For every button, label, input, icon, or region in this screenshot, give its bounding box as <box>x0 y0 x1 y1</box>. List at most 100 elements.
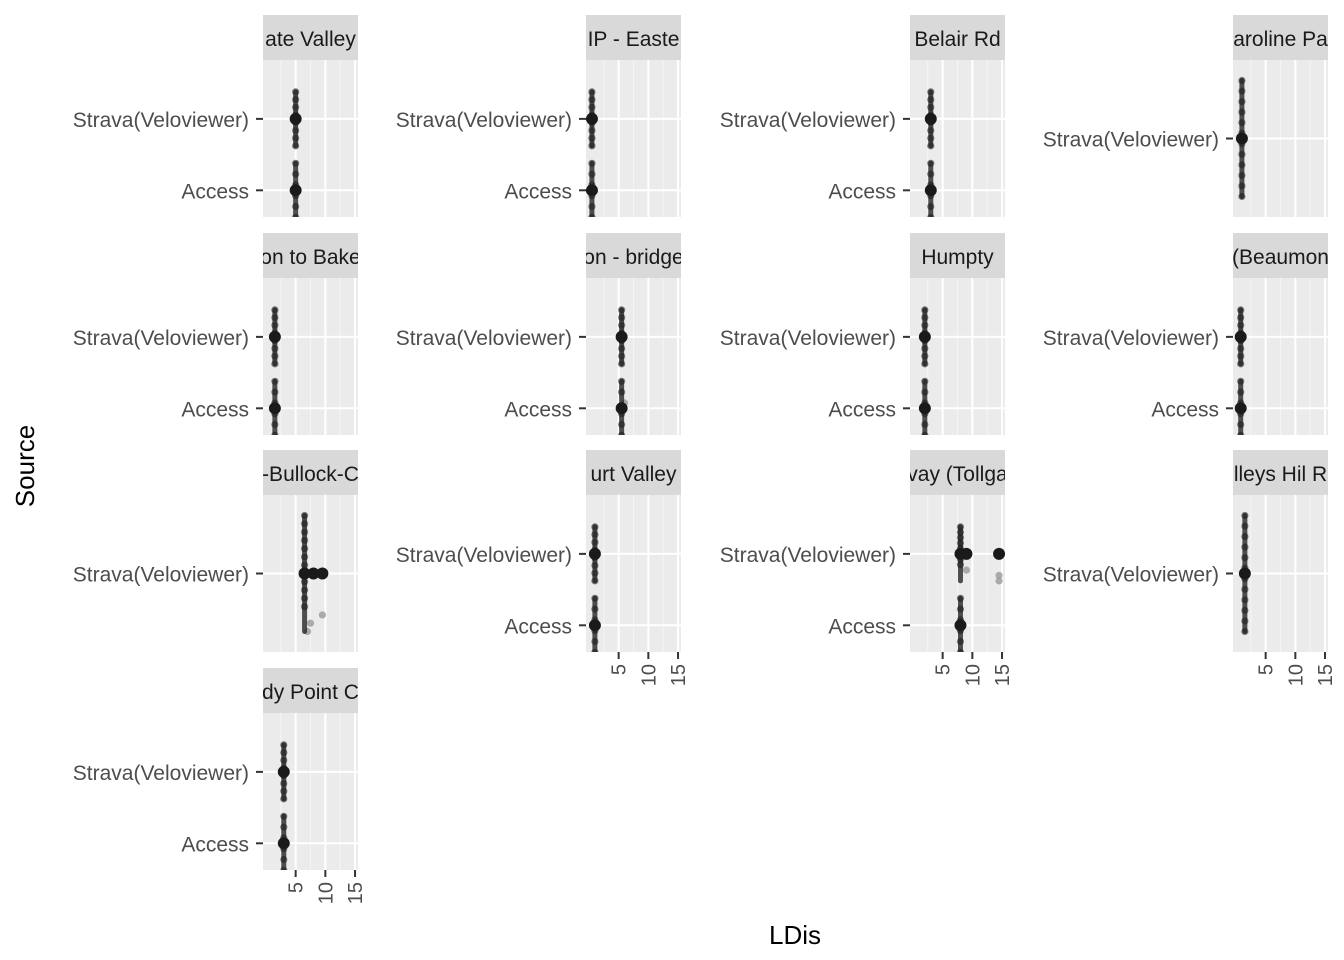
y-tick-label: Strava(Veloviewer) <box>1043 564 1219 587</box>
points-group <box>1238 511 1251 636</box>
points-group <box>586 159 598 217</box>
facet-panel: Strava(Veloviewer) Access ate Valley <box>73 15 358 217</box>
points-group <box>954 523 1005 585</box>
facet-strip-label: on - bridge <box>583 246 683 269</box>
mean-point <box>918 402 931 415</box>
facet-strip <box>586 450 681 495</box>
y-tick-label: Access <box>181 180 249 203</box>
data-point <box>995 571 1003 580</box>
x-tick-label: 15 <box>345 882 367 904</box>
facet-strip-label: vay (Tollga <box>907 463 1008 486</box>
facet-panel: Strava(Veloviewer) Access (Beaumon <box>1043 233 1329 435</box>
facet-strip-label: aroline Pa <box>1233 28 1328 51</box>
y-tick-label: Strava(Veloviewer) <box>73 564 249 587</box>
y-tick-label: Access <box>1151 398 1219 421</box>
facet-strip-label: Belair Rd <box>914 28 1000 51</box>
facet-panel: Strava(Veloviewer) Access on to Bake <box>73 233 360 435</box>
facet-strip-label: IP - Easte <box>588 28 680 51</box>
points-group <box>277 741 290 803</box>
facet-strip <box>586 15 681 60</box>
points-group <box>615 306 628 368</box>
points-group <box>588 594 601 652</box>
mean-point <box>615 330 628 343</box>
mean-point <box>1238 567 1251 580</box>
facet-strip <box>263 668 358 713</box>
y-tick-label: Access <box>504 180 572 203</box>
points-group <box>918 377 931 435</box>
mean-point <box>277 837 290 850</box>
y-tick-label: Strava(Veloviewer) <box>1043 327 1219 350</box>
mean-point <box>289 184 302 197</box>
x-tick-label: 15 <box>1315 664 1337 686</box>
facet-strip <box>1233 233 1328 278</box>
points-group <box>924 159 937 217</box>
points-group <box>268 306 281 368</box>
facet-strip <box>263 233 358 278</box>
x-tick-label: 10 <box>315 882 337 904</box>
y-tick-label: Access <box>504 398 572 421</box>
mean-point <box>1234 402 1247 415</box>
mean-point <box>588 547 601 560</box>
mean-point <box>268 330 281 343</box>
mean-point <box>307 567 320 580</box>
mean-point <box>993 547 1005 560</box>
facet-strip <box>263 450 358 495</box>
y-tick-label: Strava(Veloviewer) <box>73 762 249 785</box>
facet-strip-label: lleys Hil R <box>1234 463 1327 486</box>
mean-point <box>960 547 973 560</box>
points-group <box>924 88 937 150</box>
mean-point <box>918 330 931 343</box>
facet-panel: Strava(Veloviewer) lleys Hil R 5 10 15 <box>1043 450 1337 686</box>
data-point <box>995 577 1003 585</box>
facet-strip-label: Humpty <box>921 246 994 269</box>
facet-strip-label: ate Valley <box>265 28 356 51</box>
facet-panel: Strava(Veloviewer) Access Humpty <box>720 233 1005 435</box>
data-point <box>318 611 326 619</box>
y-tick-label: Strava(Veloviewer) <box>396 327 572 350</box>
facet-strip <box>910 15 1005 60</box>
mean-point <box>316 567 329 580</box>
data-point <box>306 619 315 627</box>
y-tick-label: Access <box>828 398 896 421</box>
y-tick-label: Strava(Veloviewer) <box>720 109 896 132</box>
mean-point <box>954 619 967 632</box>
facet-panel: Strava(Veloviewer) -Bullock-C <box>73 450 359 652</box>
y-tick-label: Access <box>828 180 896 203</box>
x-tick-label: 5 <box>609 664 631 675</box>
facet-panel: Strava(Veloviewer) Access vay (Tollga 5 10 15 <box>720 450 1014 686</box>
x-tick-label: 5 <box>933 664 955 675</box>
mean-point <box>277 765 290 778</box>
points-group <box>1235 76 1248 201</box>
points-group <box>588 523 601 585</box>
x-axis-title: LDis <box>769 920 821 950</box>
y-tick-label: Strava(Veloviewer) <box>720 327 896 350</box>
y-tick-label: Access <box>181 833 249 856</box>
y-tick-label: Access <box>181 398 249 421</box>
facet-strip-label: (Beaumon <box>1232 246 1329 269</box>
facet-strip <box>263 15 358 60</box>
y-tick-label: Strava(Veloviewer) <box>720 544 896 567</box>
facet-strip-label: -Bullock-C <box>262 463 359 486</box>
x-tick-label: 15 <box>668 664 690 686</box>
mean-point <box>588 619 601 632</box>
facet-strip-label: on to Bake <box>260 246 360 269</box>
facet-strip-label: urt Valley <box>591 463 677 486</box>
mean-point <box>298 567 311 580</box>
facet-strip <box>910 450 1005 495</box>
points-group <box>586 88 598 150</box>
data-point <box>962 566 971 574</box>
mean-point <box>1234 330 1247 343</box>
y-tick-label: Strava(Veloviewer) <box>73 109 249 132</box>
x-tick-label: 5 <box>286 882 308 893</box>
facet-strip <box>1233 450 1328 495</box>
points-group <box>277 812 290 870</box>
mean-point <box>586 112 598 125</box>
x-tick-label: 15 <box>992 664 1014 686</box>
mean-point <box>289 112 302 125</box>
points-group <box>1234 377 1247 435</box>
facet-strip <box>1233 15 1328 60</box>
mean-point <box>924 112 937 125</box>
x-tick-label: 10 <box>962 664 984 686</box>
